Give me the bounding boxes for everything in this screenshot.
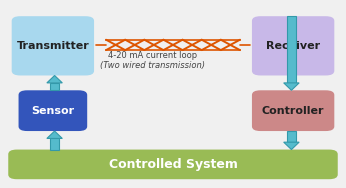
Polygon shape: [284, 142, 299, 150]
FancyBboxPatch shape: [252, 16, 334, 75]
FancyBboxPatch shape: [19, 90, 87, 131]
Text: Controller: Controller: [262, 106, 325, 116]
Text: Sensor: Sensor: [31, 106, 74, 116]
FancyBboxPatch shape: [8, 150, 338, 179]
Polygon shape: [284, 83, 299, 90]
Text: Transmitter: Transmitter: [17, 41, 89, 51]
Text: (Two wired transmission): (Two wired transmission): [100, 61, 205, 70]
FancyBboxPatch shape: [50, 138, 59, 150]
Text: Controlled System: Controlled System: [109, 158, 237, 171]
FancyBboxPatch shape: [252, 90, 334, 131]
Text: Receiver: Receiver: [266, 41, 320, 51]
Text: 4-20 mA current loop: 4-20 mA current loop: [108, 51, 197, 60]
FancyBboxPatch shape: [287, 16, 296, 83]
FancyBboxPatch shape: [12, 16, 94, 75]
FancyBboxPatch shape: [50, 83, 59, 90]
Polygon shape: [47, 75, 62, 83]
Polygon shape: [47, 131, 62, 138]
FancyBboxPatch shape: [287, 131, 296, 142]
